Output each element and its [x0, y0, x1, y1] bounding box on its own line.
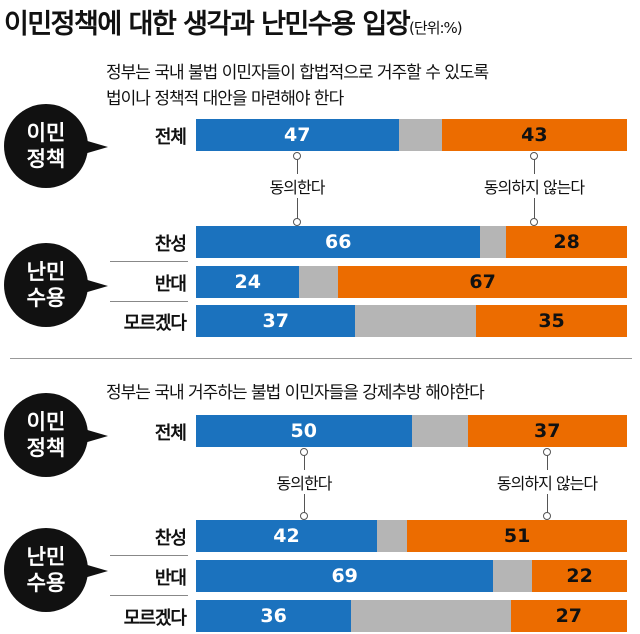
- row-label: 모르겠다: [123, 608, 187, 629]
- bar-neutral: [411, 415, 468, 447]
- bar-disagree: 37: [467, 415, 627, 447]
- bubble-line: 이민: [26, 410, 66, 434]
- section-divider: [10, 358, 632, 359]
- row-separator: [110, 555, 188, 556]
- policy-bubble: 이민 정책: [4, 393, 108, 477]
- row-label: 찬성: [154, 528, 187, 549]
- bar-agree: 24: [196, 266, 300, 298]
- bubble-line: 난민: [26, 260, 66, 284]
- bubble-text: 난민 수용: [27, 544, 66, 596]
- bubble-line: 이민: [26, 121, 66, 145]
- row-label: 반대: [154, 274, 187, 295]
- refugee-bubble: 난민 수용: [4, 528, 108, 612]
- connector-dot: [300, 448, 308, 456]
- row-separator: [110, 595, 188, 596]
- title-text: 이민정책에 대한 생각과 난민수용 입장: [4, 9, 411, 40]
- bubble-line: 수용: [26, 286, 66, 310]
- connector-dot: [543, 448, 551, 456]
- bar-disagree: 43: [441, 119, 627, 151]
- row-label: 반대: [154, 568, 187, 589]
- bubble-text: 이민 정책: [27, 409, 66, 461]
- bubble-line: 수용: [26, 571, 66, 595]
- series-label: 동의한다: [267, 174, 327, 198]
- bar-agree: 69: [196, 560, 494, 592]
- connector-dot: [543, 512, 551, 520]
- bubble-line: 정책: [26, 147, 66, 171]
- bubble-line: 난민: [26, 545, 66, 569]
- bar-disagree: 51: [407, 520, 627, 552]
- bar-agree: 66: [196, 226, 481, 258]
- bar-neutral: [398, 119, 442, 151]
- bar-agree: 47: [196, 119, 399, 151]
- chart-title: 이민정책에 대한 생각과 난민수용 입장(단위:%): [4, 2, 463, 41]
- row-label: 전체: [154, 127, 187, 148]
- bar-neutral: [493, 560, 533, 592]
- bar-neutral: [351, 600, 511, 632]
- bar-neutral: [377, 520, 408, 552]
- bar-neutral: [355, 305, 477, 337]
- bubble-text: 난민 수용: [27, 259, 66, 311]
- row-label: 찬성: [154, 234, 187, 255]
- question-line: 정부는 국내 불법 이민자들이 합법적으로 거주할 수 있도록: [106, 63, 489, 83]
- bar-disagree: 67: [338, 266, 627, 298]
- row-separator: [110, 261, 188, 262]
- bar-neutral: [480, 226, 507, 258]
- row-label: 전체: [154, 423, 187, 444]
- connector-dot: [293, 152, 301, 160]
- question-text: 정부는 국내 거주하는 불법 이민자들을 강제추방 해야한다: [106, 380, 485, 406]
- bubble-text: 이민 정책: [27, 120, 66, 172]
- bar-neutral: [299, 266, 339, 298]
- bar-disagree: 22: [532, 560, 627, 592]
- question-line: 법이나 정책적 대안을 마련해야 한다: [106, 89, 344, 109]
- connector-dot: [300, 512, 308, 520]
- refugee-bubble: 난민 수용: [4, 243, 108, 327]
- bar-agree: 50: [196, 415, 412, 447]
- bar-disagree: 27: [510, 600, 627, 632]
- row-label: 모르겠다: [123, 313, 187, 334]
- policy-bubble: 이민 정책: [4, 104, 108, 188]
- question-line: 정부는 국내 거주하는 불법 이민자들을 강제추방 해야한다: [106, 383, 485, 403]
- bar-agree: 36: [196, 600, 352, 632]
- bar-agree: 42: [196, 520, 378, 552]
- bar-disagree: 35: [476, 305, 627, 337]
- row-separator: [110, 301, 188, 302]
- bar-agree: 37: [196, 305, 356, 337]
- connector-dot: [530, 218, 538, 226]
- bubble-line: 정책: [26, 436, 66, 460]
- series-label: 동의하지 않는다: [481, 174, 587, 198]
- unit-label: (단위:%): [409, 19, 463, 37]
- series-label: 동의한다: [274, 470, 334, 494]
- connector-dot: [293, 218, 301, 226]
- series-label: 동의하지 않는다: [494, 470, 600, 494]
- bar-disagree: 28: [506, 226, 627, 258]
- connector-dot: [530, 152, 538, 160]
